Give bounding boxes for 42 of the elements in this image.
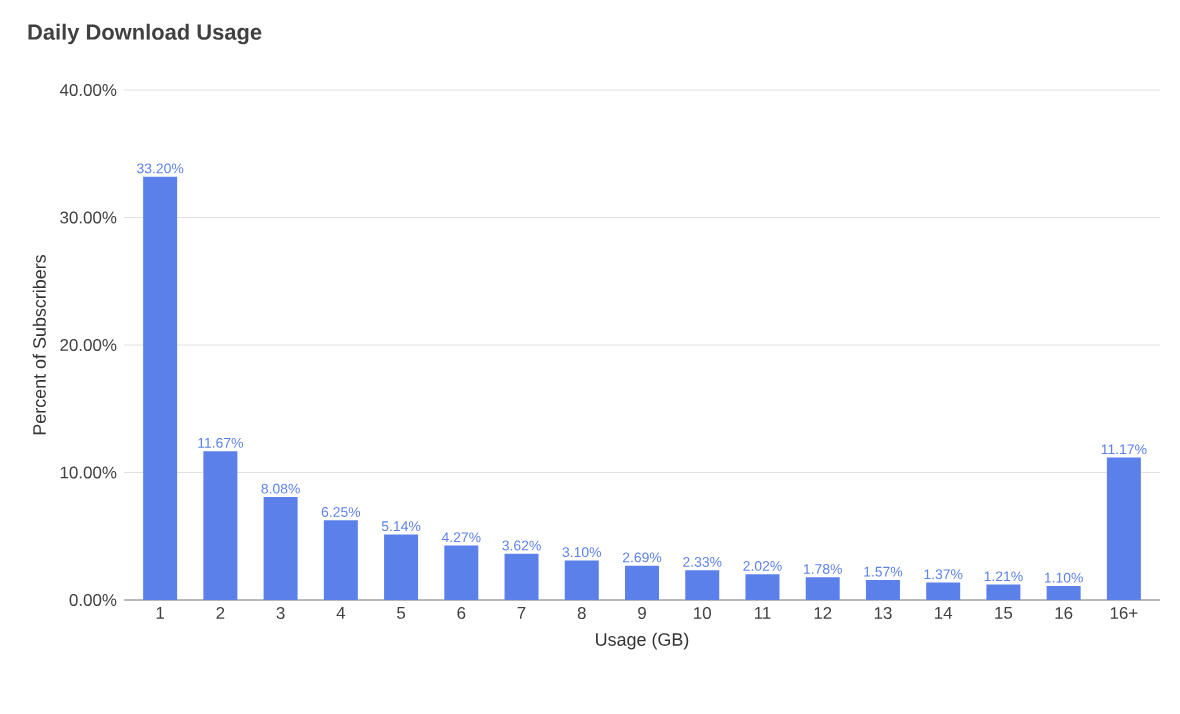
y-tick-label: 20.00% <box>60 339 117 351</box>
x-axis-title: Usage (GB) <box>596 632 689 650</box>
bar <box>564 560 599 600</box>
x-tick-label: 10 <box>694 607 711 620</box>
x-tick-label: 11 <box>754 607 771 619</box>
bar <box>504 553 539 600</box>
x-tick-label: 12 <box>814 607 832 619</box>
bar <box>745 574 780 600</box>
x-tick-label: 4 <box>336 607 346 619</box>
x-tick-label: 13 <box>874 607 892 620</box>
bar <box>1106 457 1141 600</box>
x-tick-label: 14 <box>935 607 953 619</box>
bar <box>203 451 238 600</box>
bar <box>263 496 298 600</box>
chart-title: Daily Download Usage <box>28 23 262 45</box>
bar <box>323 520 358 600</box>
x-tick-label: 6 <box>457 607 466 620</box>
x-tick-label: 16 <box>1055 607 1073 620</box>
bar <box>685 570 720 600</box>
y-tick-label: 10.00% <box>60 466 117 479</box>
bar <box>805 577 840 600</box>
bar <box>384 534 419 600</box>
x-tick-label: 2 <box>216 607 225 619</box>
bar <box>986 584 1021 600</box>
y-tick-label: 30.00% <box>60 211 117 224</box>
y-axis-title: Percent of Subscribers <box>32 254 46 435</box>
bar <box>143 176 178 600</box>
bar <box>625 565 660 600</box>
x-tick-label: 7 <box>517 607 526 619</box>
x-tick-label: 16+ <box>1110 607 1138 620</box>
y-tick-label: 0.00% <box>69 594 117 606</box>
x-tick-label: 8 <box>577 607 586 620</box>
x-tick-label: 9 <box>638 607 646 620</box>
bar <box>444 545 479 600</box>
x-tick-label: 15 <box>995 607 1013 619</box>
bar <box>1046 585 1081 600</box>
x-tick-label: 3 <box>276 607 285 620</box>
bar <box>865 579 900 600</box>
bar <box>926 582 961 600</box>
y-tick-label: 40.00% <box>59 84 117 96</box>
x-tick-label: 5 <box>397 607 406 619</box>
x-tick-label: 1 <box>156 607 165 619</box>
